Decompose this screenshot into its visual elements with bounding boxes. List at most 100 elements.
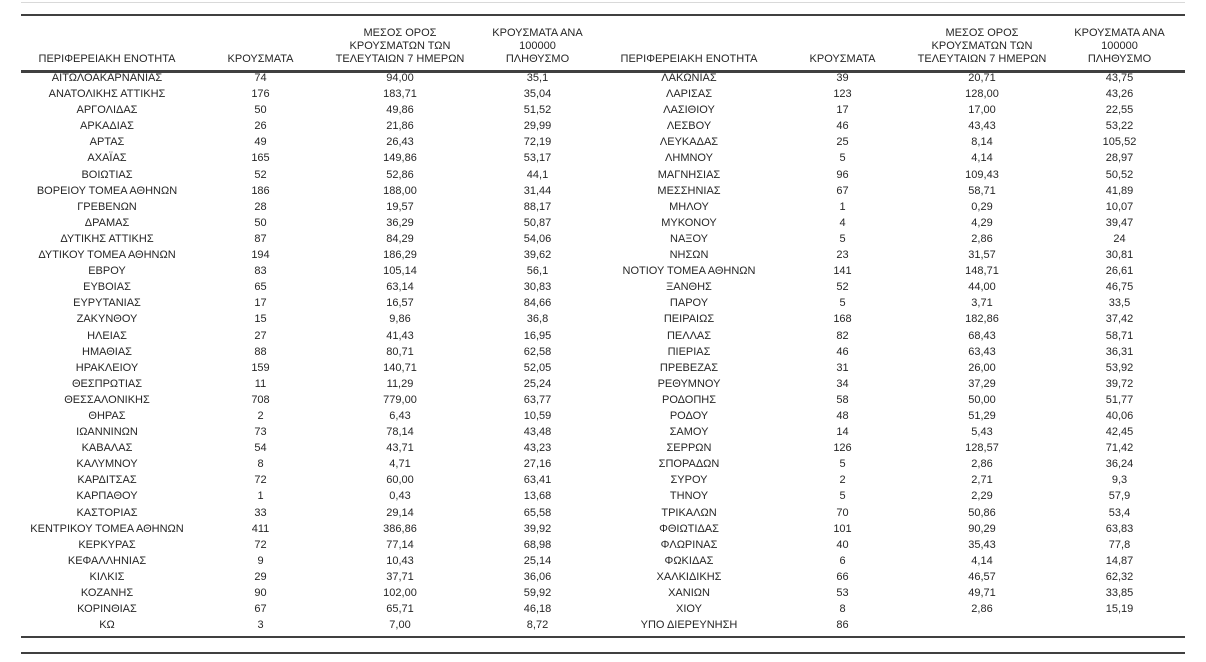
table-row: ΑΡΤΑΣ 49 26,43 72,19 bbox=[21, 134, 603, 150]
per100k-cell: 62,32 bbox=[1105, 570, 1134, 583]
cases-cell: 53 bbox=[836, 587, 849, 599]
per100k-cell: 33,85 bbox=[1105, 587, 1134, 599]
region-cell: ΚΙΛΚΙΣ bbox=[89, 570, 125, 583]
table-row: ΜΕΣΣΗΝΙΑΣ 67 58,71 41,89 bbox=[603, 183, 1185, 199]
table-row: ΚΕΦΑΛΛΗΝΙΑΣ 9 10,43 25,14 bbox=[21, 553, 603, 569]
region-cell: ΥΠΟ ΔΙΕΡΕΥΝΗΣΗ bbox=[640, 619, 738, 632]
avg7-cell: 29,14 bbox=[386, 506, 414, 519]
per100k-cell: 51,52 bbox=[523, 104, 552, 117]
per100k-cell: 41,89 bbox=[1105, 184, 1134, 197]
avg7-cell: 2,86 bbox=[971, 232, 993, 245]
per100k-cell: 30,83 bbox=[523, 281, 552, 294]
cases-cell: 2 bbox=[839, 474, 846, 487]
per100k-cell: 39,72 bbox=[1105, 377, 1134, 390]
region-cell: ΚΟΡΙΝΘΙΑΣ bbox=[77, 603, 137, 616]
avg7-cell: 109,43 bbox=[965, 168, 999, 181]
per100k-cell: 54,06 bbox=[523, 232, 552, 245]
avg7-cell: 16,57 bbox=[386, 297, 414, 310]
cases-cell: 70 bbox=[836, 506, 849, 519]
top-rule bbox=[21, 14, 1185, 16]
per100k-cell: 30,81 bbox=[1105, 249, 1134, 262]
table-body-right: ΛΑΚΩΝΙΑΣ 39 20,71 43,75 ΛΑΡΙΣΑΣ 123 128,00 43,2… bbox=[603, 70, 1185, 633]
per100k-cell: 35,04 bbox=[523, 88, 552, 101]
avg7-cell: 68,43 bbox=[968, 329, 996, 342]
avg7-cell: 102,00 bbox=[383, 587, 417, 599]
cases-cell: 8 bbox=[839, 603, 846, 616]
region-cell: ΗΛΕΙΑΣ bbox=[87, 329, 127, 342]
avg7-cell: 182,86 bbox=[965, 313, 999, 326]
avg7-cell: 7,00 bbox=[389, 619, 411, 632]
region-cell: ΘΕΣΠΡΩΤΙΑΣ bbox=[71, 377, 143, 390]
region-cell: ΦΘΙΩΤΙΔΑΣ bbox=[659, 522, 719, 535]
avg7-cell: 9,86 bbox=[389, 313, 411, 326]
per100k-cell: 59,92 bbox=[523, 587, 552, 599]
region-cell: ΠΡΕΒΕΖΑΣ bbox=[659, 361, 719, 374]
avg7-cell: 37,29 bbox=[968, 377, 996, 390]
table-row: ΠΕΙΡΑΙΩΣ 168 182,86 37,42 bbox=[603, 311, 1185, 327]
per100k-cell: 42,45 bbox=[1105, 426, 1134, 439]
table-row: ΗΛΕΙΑΣ 27 41,43 16,95 bbox=[21, 328, 603, 344]
table-row: ΦΘΙΩΤΙΔΑΣ 101 90,29 63,83 bbox=[603, 521, 1185, 537]
avg7-cell: 128,57 bbox=[965, 442, 999, 455]
region-cell: ΚΟΖΑΝΗΣ bbox=[80, 587, 134, 599]
table-row: ΑΡΓΟΛΙΔΑΣ 50 49,86 51,52 bbox=[21, 102, 603, 118]
per100k-cell: 46,75 bbox=[1105, 281, 1134, 294]
cases-cell: 28 bbox=[254, 200, 267, 213]
per100k-cell: 36,06 bbox=[523, 570, 552, 583]
cases-cell: 5 bbox=[839, 232, 846, 245]
region-cell: ΣΠΟΡΑΔΩΝ bbox=[658, 458, 720, 471]
region-cell: ΗΡΑΚΛΕΙΟΥ bbox=[75, 361, 139, 374]
per100k-cell: 84,66 bbox=[523, 297, 552, 310]
per100k-cell: 37,42 bbox=[1105, 313, 1134, 326]
region-cell: ΑΡΤΑΣ bbox=[89, 136, 125, 149]
region-cell: ΑΧΑΪΑΣ bbox=[87, 152, 127, 165]
avg7-cell: 43,71 bbox=[386, 442, 414, 455]
region-cell: ΚΑΡΔΙΤΣΑΣ bbox=[77, 474, 137, 487]
avg7-cell: 183,71 bbox=[383, 88, 417, 101]
avg7-cell: 37,71 bbox=[386, 570, 414, 583]
avg7-cell: 5,43 bbox=[971, 426, 993, 439]
region-cell: ΡΟΔΟΠΗΣ bbox=[661, 393, 717, 406]
table-row: ΣΥΡΟΥ 2 2,71 9,3 bbox=[603, 472, 1185, 488]
cases-cell: 26 bbox=[254, 120, 267, 133]
table-row: ΕΒΡΟΥ 83 105,14 56,1 bbox=[21, 263, 603, 279]
col-header-avg7: ΜΕΣΟΣ ΟΡΟΣ ΚΡΟΥΣΜΑΤΩΝ ΤΩΝ ΤΕΛΕΥΤΑΙΩΝ 7 Η… bbox=[335, 27, 465, 65]
avg7-cell: 63,14 bbox=[386, 281, 414, 294]
per100k-cell: 43,75 bbox=[1105, 72, 1134, 84]
per100k-cell: 13,68 bbox=[523, 490, 552, 503]
avg7-cell: 188,00 bbox=[383, 184, 417, 197]
table-row: ΚΟΖΑΝΗΣ 90 102,00 59,92 bbox=[21, 585, 603, 601]
region-cell: ΚΑΣΤΟΡΙΑΣ bbox=[76, 506, 138, 519]
avg7-cell: 51,29 bbox=[968, 409, 996, 422]
avg7-cell: 186,29 bbox=[383, 249, 417, 262]
avg7-cell: 105,14 bbox=[383, 265, 417, 278]
cases-cell: 67 bbox=[836, 184, 849, 197]
avg7-cell: 2,86 bbox=[971, 458, 993, 471]
region-cell: ΣΕΡΡΩΝ bbox=[666, 442, 712, 455]
avg7-cell: 10,43 bbox=[386, 554, 414, 567]
region-cell: ΚΕΝΤΡΙΚΟΥ ΤΟΜΕΑ ΑΘΗΝΩΝ bbox=[30, 522, 184, 535]
cases-cell: 86 bbox=[836, 619, 849, 632]
cases-cell: 33 bbox=[254, 506, 267, 519]
region-cell: ΚΑΡΠΑΘΟΥ bbox=[76, 490, 138, 503]
cases-cell: 65 bbox=[254, 281, 267, 294]
cases-cell: 52 bbox=[836, 281, 849, 294]
per100k-cell: 53,22 bbox=[1105, 120, 1134, 133]
per100k-cell: 43,23 bbox=[523, 442, 552, 455]
avg7-cell: 4,29 bbox=[971, 216, 993, 229]
per100k-cell: 16,95 bbox=[523, 329, 552, 342]
avg7-cell: 140,71 bbox=[383, 361, 417, 374]
avg7-cell: 31,57 bbox=[968, 249, 996, 262]
cases-cell: 34 bbox=[836, 377, 849, 390]
region-cell: ΛΑΡΙΣΑΣ bbox=[665, 88, 712, 101]
table-row: ΛΗΜΝΟΥ 5 4,14 28,97 bbox=[603, 150, 1185, 166]
region-cell: ΡΕΘΥΜΝΟΥ bbox=[657, 377, 721, 390]
cases-cell: 168 bbox=[833, 313, 852, 326]
cases-cell: 159 bbox=[251, 361, 270, 374]
avg7-cell: 50,00 bbox=[968, 393, 996, 406]
avg7-cell: 80,71 bbox=[386, 345, 414, 358]
cases-cell: 52 bbox=[254, 168, 267, 181]
per100k-cell: 15,19 bbox=[1105, 603, 1134, 616]
cases-cell: 72 bbox=[254, 474, 267, 487]
